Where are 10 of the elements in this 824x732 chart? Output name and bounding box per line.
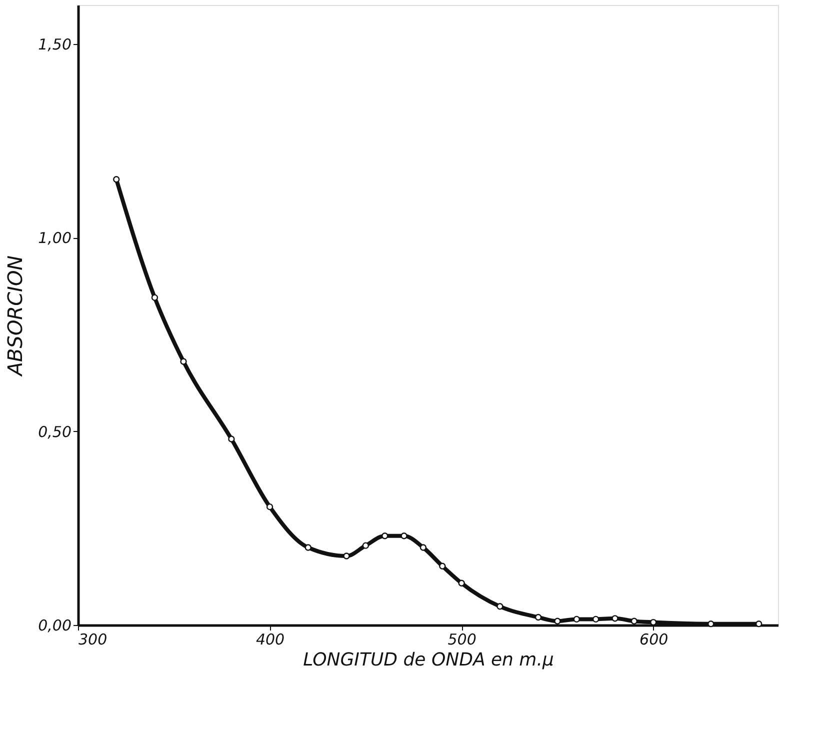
x-tick-label: 300 xyxy=(78,630,108,648)
y-axis-title: ABSORCION xyxy=(3,255,28,378)
x-tick-label: 400 xyxy=(256,630,285,648)
x-tick-label: 600 xyxy=(640,630,668,648)
x-axis-title: LONGITUD de ONDA en m.μ xyxy=(303,650,554,670)
y-tick-label: 0,00 xyxy=(38,616,72,634)
y-tick-label: 1,00 xyxy=(38,229,72,247)
x-tick-label: 500 xyxy=(448,630,476,648)
y-tick-label: 0,50 xyxy=(38,422,72,441)
y-tick-label: 1,50 xyxy=(38,35,72,54)
